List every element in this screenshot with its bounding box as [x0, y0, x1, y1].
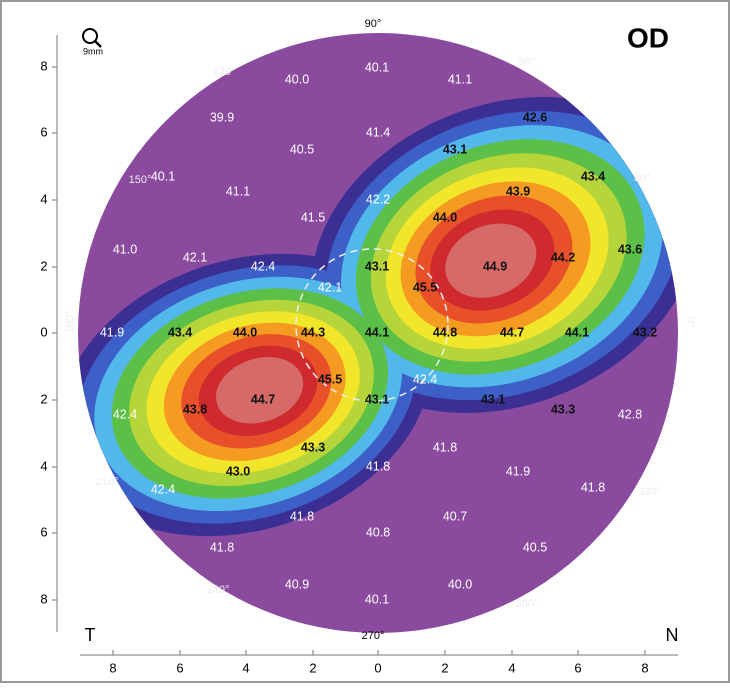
reading: 44.2	[551, 250, 575, 264]
reading: 42.1	[318, 280, 342, 294]
reading: 40.9	[285, 577, 309, 591]
y-tick-label: 4	[40, 458, 47, 473]
reading: 43.8	[183, 402, 207, 416]
reading: 42.8	[618, 407, 642, 421]
reading: 41.5	[301, 210, 325, 224]
nasal-label: N	[666, 625, 679, 645]
angle-label: 210°	[96, 476, 119, 488]
reading: 40.0	[285, 72, 309, 86]
reading: 40.1	[365, 60, 389, 74]
reading: 43.0	[226, 464, 250, 478]
reading: 44.0	[233, 325, 257, 339]
angle-label: 0°	[684, 317, 696, 328]
reading: 41.8	[366, 459, 390, 473]
reading: 40.5	[523, 540, 547, 554]
y-tick-label: 6	[40, 524, 47, 539]
reading: 43.2	[633, 325, 657, 339]
temporal-label: T	[85, 625, 96, 645]
reading: 43.9	[506, 184, 530, 198]
reading: 41.9	[506, 464, 530, 478]
y-tick-label: 2	[40, 391, 47, 406]
reading: 40.1	[151, 169, 175, 183]
color-bands	[78, 97, 678, 537]
x-tick-label: 4	[242, 660, 249, 675]
angle-label: 60°	[519, 56, 536, 68]
x-tick-label: 2	[441, 660, 448, 675]
reading: 43.1	[365, 392, 389, 406]
x-tick-label: 6	[574, 660, 581, 675]
reading: 42.4	[151, 482, 175, 496]
reading: 41.1	[226, 184, 250, 198]
reading: 41.8	[210, 540, 234, 554]
angle-label: 300°	[516, 598, 539, 610]
reading: 40.1	[365, 592, 389, 606]
y-tick-label: 8	[40, 591, 47, 606]
reading: 43.4	[168, 325, 192, 339]
y-tick-label: 8	[40, 58, 47, 73]
eye-title: OD	[627, 22, 669, 53]
x-tick-label: 0	[374, 660, 381, 675]
reading: 40.0	[448, 577, 472, 591]
angle-label: 330°	[639, 486, 662, 498]
reading: 39.9	[210, 110, 234, 124]
x-tick-label: 6	[176, 660, 183, 675]
reading: 42.2	[366, 192, 390, 206]
reading: 45.5	[318, 372, 342, 386]
band	[215, 357, 304, 424]
reading: 43.1	[443, 142, 467, 156]
reading: 42.4	[413, 372, 437, 386]
band	[445, 223, 537, 298]
x-tick-label: 8	[641, 660, 648, 675]
reading: 41.4	[366, 125, 390, 139]
reading: 44.8	[433, 325, 457, 339]
reading: 43.4	[581, 169, 605, 183]
reading: 43.6	[618, 242, 642, 256]
y-tick-label: 0	[40, 324, 47, 339]
angle-label: 150°	[129, 174, 152, 186]
angle-label: 30°	[634, 172, 651, 184]
reading: 43.3	[301, 440, 325, 454]
reading: 44.7	[500, 325, 524, 339]
angle-label: 90°	[365, 18, 382, 30]
angle-label: 270°	[362, 630, 385, 642]
magnifier-icon	[82, 28, 102, 48]
reading: 41.1	[448, 72, 472, 86]
reading: 43.1	[365, 259, 389, 273]
reading: 42.1	[183, 250, 207, 264]
reading: 43.3	[551, 402, 575, 416]
reading: 40.7	[443, 509, 467, 523]
reading: 42.4	[251, 259, 275, 273]
reading: 44.1	[365, 325, 389, 339]
reading: 40.8	[366, 525, 390, 539]
reading: 44.1	[565, 325, 589, 339]
reading: 40.5	[290, 142, 314, 156]
reading: 43.1	[481, 392, 505, 406]
y-tick-label: 2	[40, 258, 47, 273]
y-tick-label: 6	[40, 124, 47, 139]
scale-label: 9mm	[83, 46, 103, 56]
reading: 41.0	[113, 242, 137, 256]
x-tick-label: 2	[309, 660, 316, 675]
angle-label: 180°	[64, 311, 76, 334]
reading: 44.0	[433, 210, 457, 224]
angle-label: 120°	[213, 66, 236, 78]
reading: 41.8	[290, 509, 314, 523]
reading: 41.8	[581, 480, 605, 494]
reading: 44.7	[251, 392, 275, 406]
pupil-circle	[295, 248, 449, 402]
y-tick-label: 4	[40, 191, 47, 206]
x-tick-label: 4	[508, 660, 515, 675]
angle-label: 240°	[207, 584, 230, 596]
reading: 41.9	[100, 325, 124, 339]
reading: 42.4	[113, 407, 137, 421]
reading: 41.8	[433, 440, 457, 454]
reading: 44.3	[301, 325, 325, 339]
reading: 44.9	[483, 259, 507, 273]
x-tick-label: 8	[109, 660, 116, 675]
reading: 42.6	[523, 110, 547, 124]
reading: 45.5	[413, 280, 437, 294]
